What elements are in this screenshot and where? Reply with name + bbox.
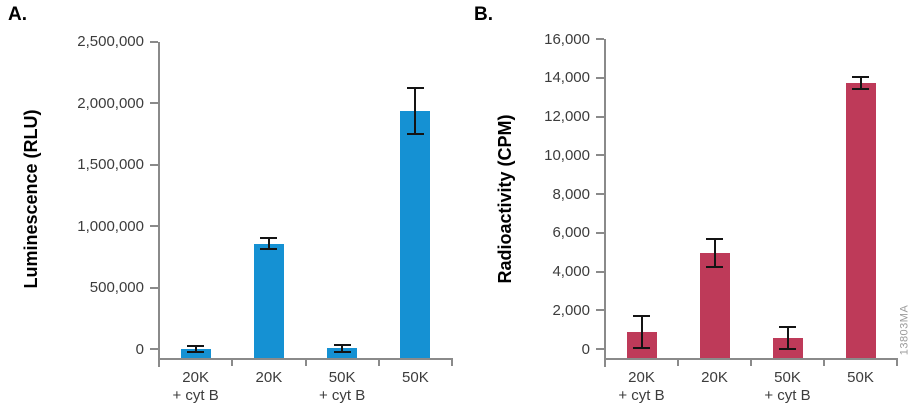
panel-a-x-category-label-line: 20K (255, 369, 283, 386)
panel-b-x-tick-2 (750, 358, 752, 366)
panel-a-x-tick-1 (231, 358, 234, 366)
panel-a-x-category-label-50k: 50K (402, 369, 429, 387)
panel-b-bar-50k (845, 83, 876, 358)
panel-b-error-bar-top-cap-20k (706, 237, 723, 240)
panel-a-x-tick-3 (377, 358, 380, 366)
panel-a-y-tick-label-4: 2,000,000 (77, 94, 144, 112)
panel-b-error-bar-bottom-cap-20k-cyt-b (633, 346, 650, 349)
panel-b-x-category-label-line: + cyt B (618, 387, 665, 404)
panel-b-x-category-label-50k: 50K (847, 369, 874, 387)
panel-b-y-tick-label-4: 8,000 (552, 185, 590, 203)
panel-b-error-bar-top-cap-50k (852, 76, 869, 79)
panel-a-error-bar-bottom-cap-50k-cyt-b (333, 350, 351, 353)
panel-a-error-bar-top-cap-20k-cyt-b (187, 344, 205, 347)
panel-b-x-category-label-line: + cyt B (764, 387, 811, 404)
panel-a-y-tick-label-1: 500,000 (89, 279, 144, 296)
panel-a-error-bar-bottom-cap-20k (260, 248, 278, 251)
panel-a-error-bar-bottom-cap-50k (406, 133, 424, 136)
panel-b-y-tick-label-3: 6,000 (552, 224, 590, 242)
panel-b-y-tick-4 (596, 193, 604, 195)
panel-a-x-category-label-line: + cyt B (318, 387, 366, 404)
panel-a-y-tick-1 (150, 286, 158, 289)
panel-a-error-bar-top-cap-50k (406, 86, 424, 89)
panel-b-x-category-label-20k-cyt-b: 20K + cyt B (618, 369, 664, 405)
panel-b-x-category-label-line: 20K (701, 369, 728, 386)
panel-b-y-tick-label-8: 16,000 (544, 30, 590, 48)
panel-a-x-category-label-line: 20K (182, 369, 209, 386)
panel-b-y-tick-label-1: 2,000 (552, 301, 590, 319)
panel-b-y-tick-label-2: 4,000 (552, 263, 590, 280)
panel-a-y-tick-4 (150, 102, 158, 104)
panel-a-error-bar-vline-20k-cyt-b (194, 345, 197, 353)
panel-a-x-category-label-20k: 20K (256, 369, 283, 387)
panel-a-error-bar-vline-50k (414, 87, 417, 135)
panel-a-y-axis-title: Luminescence (RLU) (21, 109, 41, 289)
panel-b-x-tick-4 (896, 358, 898, 366)
panel-b-y-tick-8 (596, 38, 604, 40)
panel-b-y-tick-3 (596, 231, 604, 234)
panel-b-y-tick-label-6: 12,000 (544, 108, 590, 125)
watermark-text: 13803MA (898, 304, 911, 356)
panel-a-y-tick-2 (150, 225, 158, 227)
panel-b-error-bar-bottom-cap-50k-cyt-b (779, 347, 796, 350)
panel-b-x-category-label-20k: 20K (701, 369, 728, 387)
panel-a-x-category-label-line: 50K (402, 369, 429, 386)
panel-b-y-tick-5 (596, 154, 604, 157)
panel-a-error-bar-top-cap-20k (260, 236, 278, 239)
panel-a-bar-50k-cyt-b (327, 348, 358, 358)
panel-b-error-bar-top-cap-20k-cyt-b (633, 314, 650, 317)
panel-b-x-category-label-line: 50K (847, 369, 874, 386)
panel-a-x-tick-4 (451, 358, 453, 366)
panel-a-letter: A. (8, 4, 27, 25)
panel-b-y-tick-6 (596, 115, 604, 118)
panel-a-error-bar-vline-50k-cyt-b (341, 345, 344, 352)
panel-b-error-bar-top-cap-50k-cyt-b (779, 325, 796, 328)
panel-b-error-bar-vline-50k-cyt-b (786, 326, 789, 349)
panel-b-x-tick-1 (677, 358, 679, 366)
panel-a-y-tick-label-3: 1,500,000 (77, 156, 144, 173)
panel-b-y-tick-7 (596, 76, 604, 79)
panel-b-error-bar-vline-20k (713, 238, 716, 268)
panel-b-y-axis-line (604, 39, 606, 367)
panel-b-error-bar-bottom-cap-50k (852, 88, 869, 91)
panel-b-error-bar-vline-20k-cyt-b (640, 315, 643, 348)
panel-b-y-tick-2 (596, 270, 604, 273)
panel-a-y-tick-5 (150, 40, 158, 43)
panel-a-y-tick-label-5: 2,500,000 (77, 33, 144, 50)
panel-b-y-tick-0 (596, 348, 604, 350)
panel-a-x-category-label-line: 50K (328, 369, 356, 386)
panel-a-x-tick-2 (304, 358, 307, 366)
panel-a-y-tick-0 (150, 348, 158, 350)
panel-a-y-tick-label-2: 1,000,000 (77, 217, 144, 235)
panel-a-bar-50k (400, 111, 431, 358)
panel-a-y-tick-3 (150, 163, 158, 166)
panel-a-error-bar-top-cap-50k-cyt-b (333, 344, 351, 346)
panel-b-letter: B. (474, 4, 493, 25)
panel-b-y-tick-label-5: 10,000 (544, 146, 590, 164)
panel-b-x-tick-3 (823, 358, 825, 366)
panel-b-y-tick-label-7: 14,000 (544, 69, 590, 87)
panel-a-error-bar-bottom-cap-20k-cyt-b (187, 351, 205, 354)
panel-a-x-category-label-20k-cyt-b: 20K + cyt B (172, 369, 218, 405)
panel-a-bar-20k (253, 243, 284, 358)
panel-b-x-category-label-line: 50K (774, 369, 801, 386)
panel-a-y-tick-label-0: 0 (135, 340, 144, 358)
panel-b-error-bar-bottom-cap-20k (706, 266, 723, 269)
panel-b-error-bar-vline-50k (859, 77, 862, 90)
panel-b-x-category-label-50k-cyt-b: 50K + cyt B (764, 369, 810, 405)
panel-a-error-bar-vline-20k (267, 237, 270, 250)
panel-a-x-category-label-50k-cyt-b: 50K + cyt B (319, 369, 365, 405)
panel-b-x-category-label-line: 20K (628, 369, 655, 386)
panel-a-y-axis-line (158, 41, 160, 367)
panel-b-bar-20k (699, 252, 730, 358)
panel-a-bar-20k-cyt-b (180, 348, 211, 358)
panel-b-y-tick-label-0: 0 (581, 340, 590, 358)
panel-b-y-tick-1 (596, 309, 604, 312)
panel-a-x-category-label-line: + cyt B (172, 387, 219, 404)
